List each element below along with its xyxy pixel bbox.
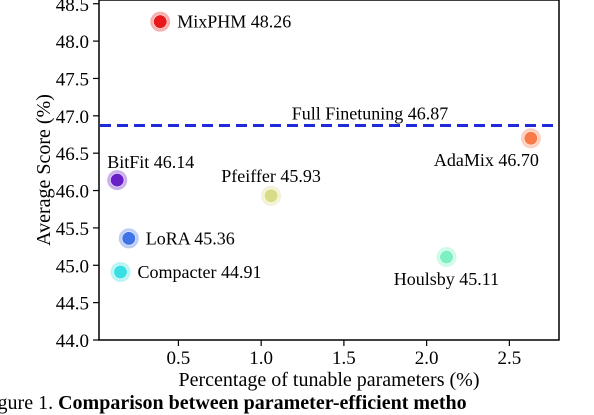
data-point-halo — [150, 11, 171, 32]
y-tick-label: 47.5 — [56, 69, 89, 90]
x-axis-title: Percentage of tunable parameters (%) — [179, 369, 480, 391]
caption-bold: Comparison between parameter-efficient m… — [58, 392, 467, 414]
x-tick-label: 2.5 — [497, 348, 521, 369]
y-tick-label: 45.0 — [56, 256, 89, 277]
data-point-halo — [436, 247, 457, 268]
y-tick-label: 44.5 — [56, 294, 89, 315]
data-point-halo — [110, 262, 131, 282]
data-point — [153, 15, 167, 29]
data-point-label: Compacter 44.91 — [138, 262, 262, 282]
data-point-halo — [107, 170, 128, 191]
y-tick-label: 46.0 — [56, 182, 89, 203]
data-point-label: Pfeiffer 45.93 — [221, 166, 321, 186]
y-tick-label: 45.5 — [56, 219, 89, 240]
data-point — [439, 250, 453, 264]
data-point-label: BitFit 46.14 — [107, 152, 194, 172]
x-tick-label: 0.5 — [167, 348, 191, 369]
data-point — [524, 131, 538, 145]
data-point-label: Houlsby 45.11 — [394, 269, 499, 289]
data-point-halo — [520, 128, 541, 149]
y-tick-label: 44.0 — [56, 331, 89, 352]
scatter-chart: 44.0 44.5 45.0 45.5 46.0 46.5 47.0 47.5 48.0 48.5… — [33, 0, 560, 391]
figure-caption: igure 1. Comparison between parameter-ef… — [0, 392, 467, 415]
data-point — [110, 173, 124, 187]
y-tick-label: 46.5 — [56, 144, 89, 165]
data-point — [122, 231, 136, 245]
data-point-label: AdaMix 46.70 — [434, 150, 539, 170]
data-point-halo — [118, 228, 139, 249]
data-point — [114, 265, 128, 279]
data-point-label: LoRA 45.36 — [146, 228, 235, 248]
data-point — [264, 189, 278, 203]
y-tick-label: 48.5 — [56, 0, 89, 16]
y-tick-label: 48.0 — [56, 32, 89, 53]
data-point-halo — [261, 185, 282, 206]
caption-prefix: igure 1. — [0, 392, 54, 414]
plot-frame — [98, 0, 560, 341]
x-tick-label: 1.0 — [249, 348, 273, 369]
reference-line-label: Full Finetuning 46.87 — [292, 104, 449, 124]
data-point-label: MixPHM 48.26 — [177, 12, 291, 32]
x-tick-label: 1.5 — [332, 348, 356, 369]
y-tick-label: 47.0 — [56, 107, 89, 128]
x-tick-label: 2.0 — [415, 348, 439, 369]
y-axis-title: Average Score (%) — [33, 94, 55, 246]
